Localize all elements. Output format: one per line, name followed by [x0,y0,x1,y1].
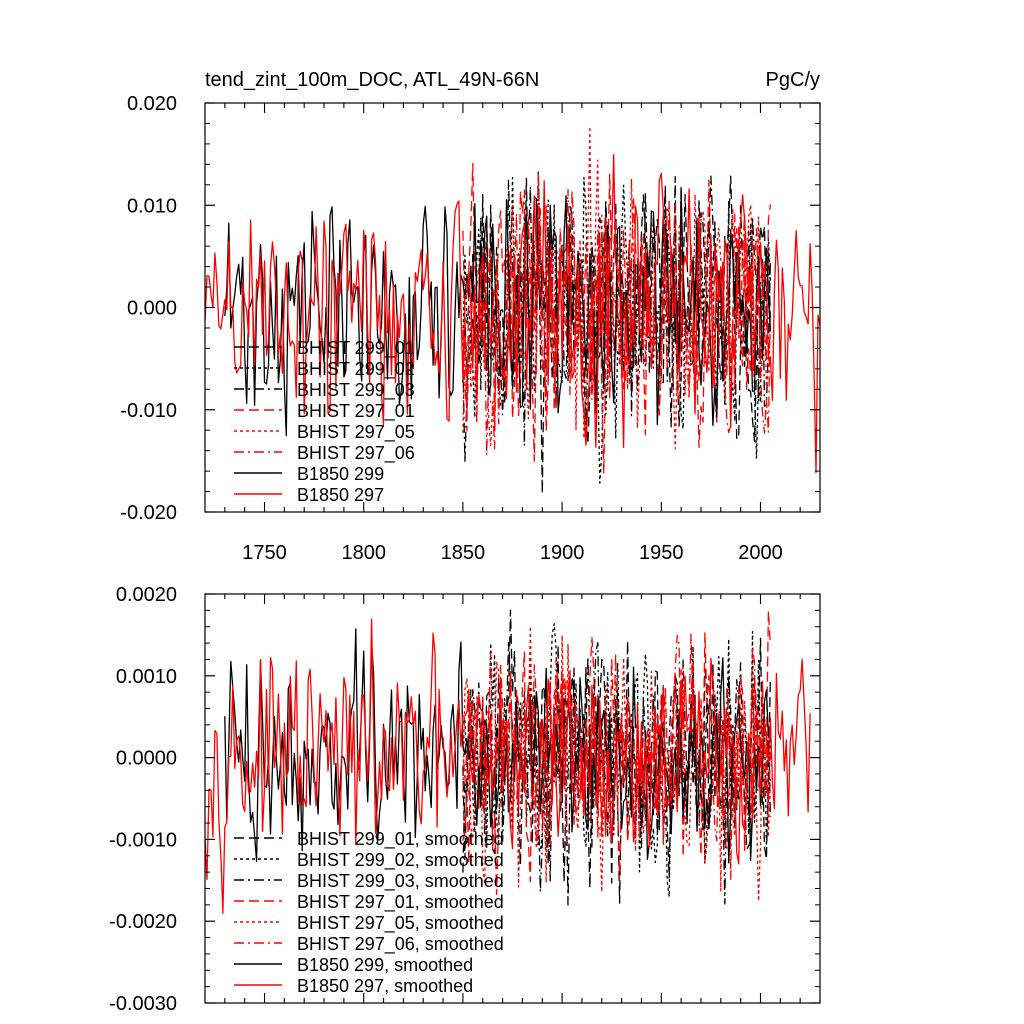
top-panel: tend_zint_100m_DOC, ATL_49N-66N PgC/y -0… [120,69,821,564]
legend-label: BHIST 297_01 [297,401,415,422]
legend-label: BHIST 299_03 [297,380,415,401]
legend-label: BHIST 297_06, smoothed [297,934,504,955]
x-tick-label: 1800 [341,542,386,564]
x-tick-label: 1950 [639,542,684,564]
series-group [205,125,820,495]
series-line-bhist-297-05 [462,125,772,450]
y-tick-label: 0.0010 [116,666,177,688]
x-tick-label: 2000 [738,542,783,564]
legend-label: BHIST 299_01 [297,338,415,359]
legend-label: B1850 299, smoothed [297,955,473,975]
plot-frame [204,593,821,1004]
series-line-b1850-299 [224,187,772,437]
x-tick-label: 1900 [540,542,585,564]
y-tick-label: -0.020 [120,502,177,524]
legend-label: BHIST 297_01, smoothed [297,892,504,913]
y-tick-label: -0.0030 [109,993,177,1015]
y-tick-label: 0.0020 [116,584,177,606]
legend-label: B1850 297 [297,485,384,505]
legend-label: BHIST 299_01, smoothed [297,829,504,850]
y-tick-label: -0.010 [120,400,177,422]
chart-title: tend_zint_100m_DOC, ATL_49N-66N [205,69,539,91]
y-tick-label: 0.020 [127,93,177,115]
units-label: PgC/y [766,69,820,91]
legend-label: BHIST 299_02 [297,359,415,380]
legend-label: B1850 299 [297,464,384,484]
legend-label: B1850 297, smoothed [297,976,473,996]
legend-label: BHIST 299_03, smoothed [297,871,504,892]
y-tick-label: 0.010 [127,195,177,217]
series-line-b1850-297-smoothed [205,618,811,914]
x-tick-label: 1750 [242,542,287,564]
y-tick-label: 0.000 [127,298,177,320]
y-tick-label: -0.0010 [109,829,177,851]
legend-label: BHIST 297_05, smoothed [297,913,504,934]
series-line-b1850-297 [205,154,820,474]
y-tick-label: 0.0000 [116,748,177,770]
legend-label: BHIST 299_02, smoothed [297,850,504,871]
series-group [205,609,811,914]
legend-label: BHIST 297_06 [297,443,415,464]
y-tick-label: -0.0020 [109,911,177,933]
legend-label: BHIST 297_05 [297,422,415,443]
x-tick-label: 1850 [441,542,486,564]
bottom-panel: -0.0030 -0.0020 -0.0010 0.0000 0.0010 0.0020 B… [109,584,821,1015]
